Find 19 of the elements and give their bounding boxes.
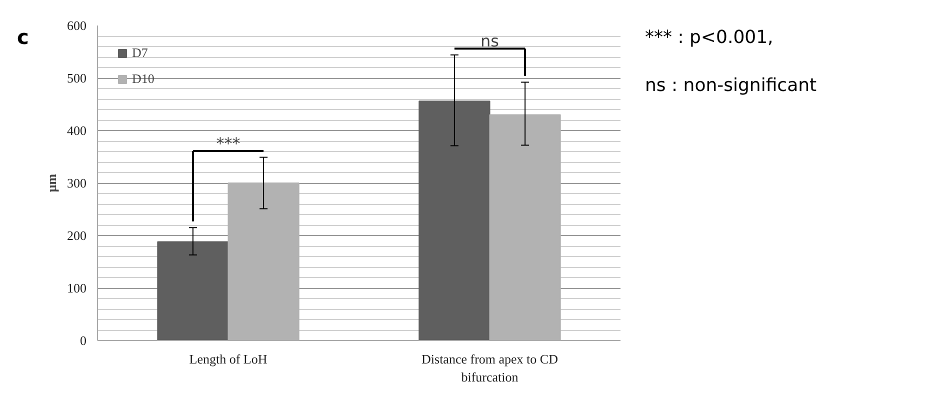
y-tick-label: 100 <box>67 280 86 296</box>
text: c <box>17 24 29 51</box>
annotation: ns <box>480 32 499 51</box>
y-tick-label: 500 <box>67 70 86 86</box>
y-tick-label: 0 <box>80 333 86 348</box>
annotation: *** <box>216 134 240 153</box>
legend-label: D7 <box>132 45 149 61</box>
x-tick-label: Distance from apex to CD bifurcation <box>422 352 558 384</box>
y-tick-label: 400 <box>67 123 86 138</box>
text: *** : p<0.001, <box>645 26 774 50</box>
y-axis-title: μm <box>44 174 59 192</box>
y-tick-label: 300 <box>67 176 86 190</box>
bar <box>418 100 490 340</box>
x-tick-label: Length of LoH <box>189 352 268 366</box>
bar <box>157 241 229 340</box>
y-tick-label: 200 <box>67 228 86 243</box>
y-tick-label: 600 <box>67 18 86 33</box>
text: ns : non-significant <box>645 74 817 98</box>
legend-label: D10 <box>132 71 154 87</box>
